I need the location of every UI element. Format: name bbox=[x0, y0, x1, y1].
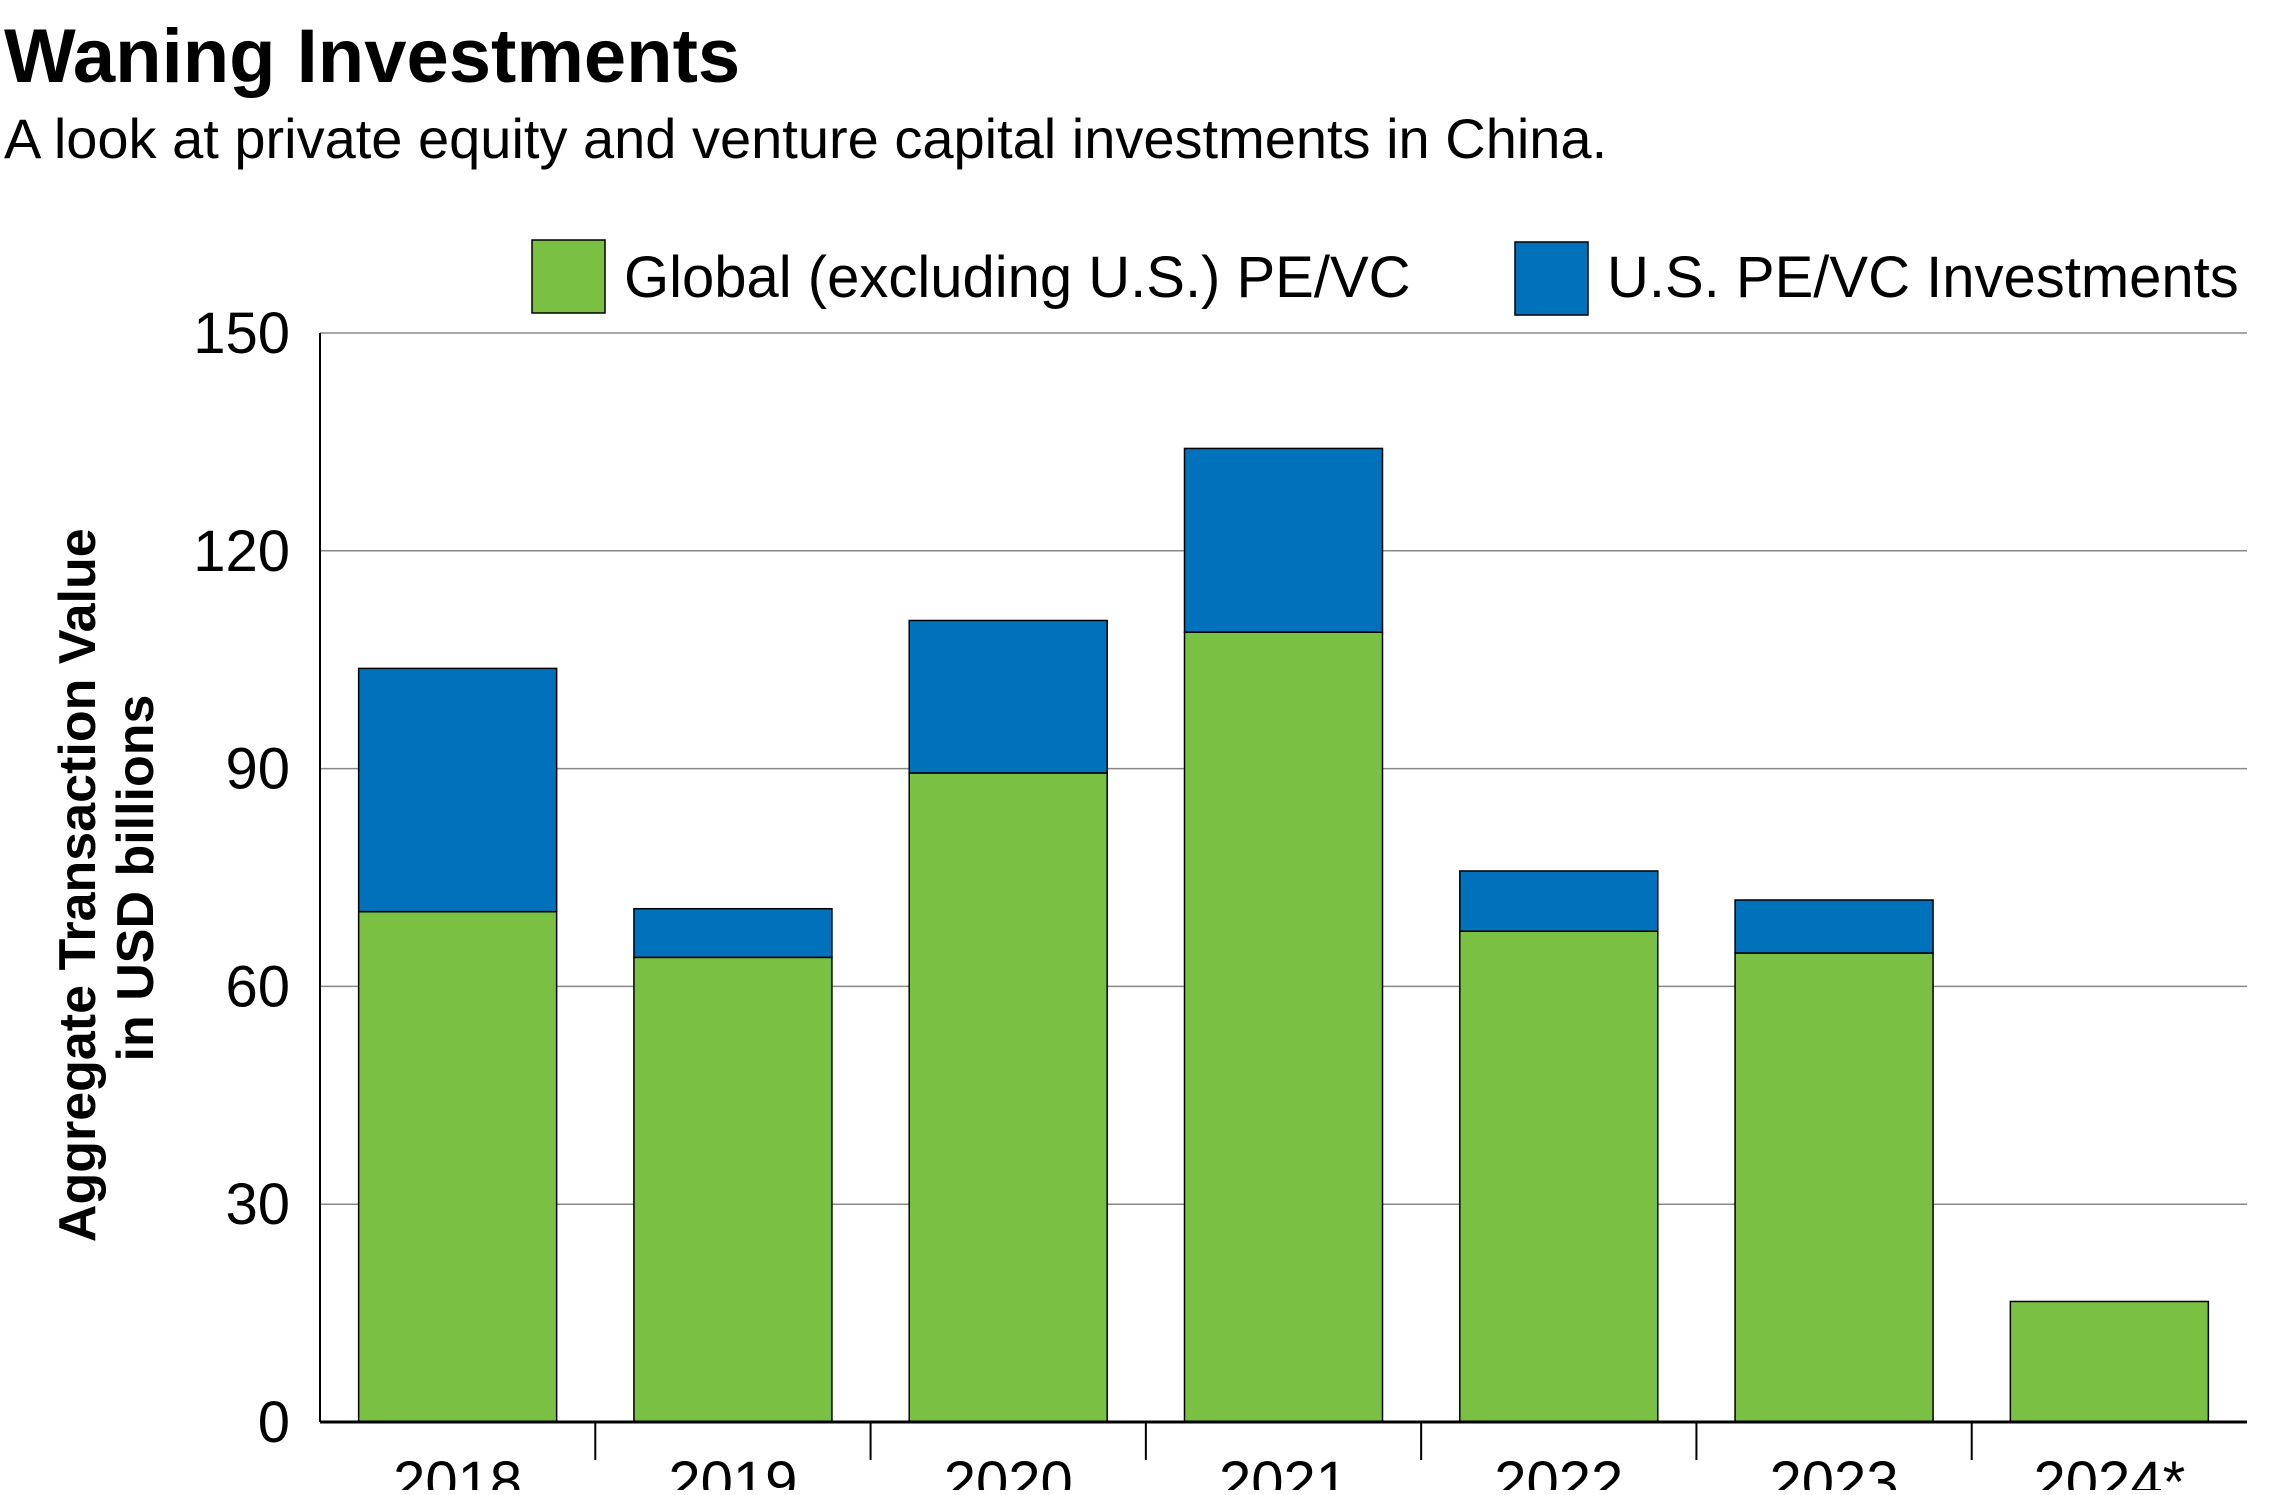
y-tick-label: 30 bbox=[225, 1172, 290, 1237]
y-axis-label-line-2: in USD billions bbox=[107, 695, 165, 1062]
x-tick-label: 2024* bbox=[2034, 1450, 2186, 1490]
bar-segment-us bbox=[357, 667, 558, 913]
x-tick-label: 2021 bbox=[1219, 1450, 1348, 1490]
x-tick-label: 2020 bbox=[944, 1450, 1073, 1490]
bar-segment-us bbox=[633, 907, 833, 959]
legend-swatch bbox=[1514, 241, 1589, 316]
bar-segment-us bbox=[1734, 899, 1934, 954]
x-tick-label: 2022 bbox=[1494, 1450, 1623, 1490]
y-tick-label: 150 bbox=[193, 301, 290, 366]
axes: 0 30 60 90 120 150 2018 2019 2020 2021 2022 2023 202… bbox=[193, 301, 2247, 1495]
bar-segment-us bbox=[908, 619, 1108, 774]
y-tick-label: 60 bbox=[225, 954, 290, 1019]
y-tick-label: 90 bbox=[225, 737, 290, 802]
chart-title: Waning Investments bbox=[4, 14, 740, 99]
bar-segment-global bbox=[633, 956, 833, 1423]
bar-segment-global bbox=[1734, 952, 1934, 1423]
bar-segment-us bbox=[1459, 870, 1659, 932]
bar-segment-global bbox=[908, 772, 1108, 1423]
bar-segment-global bbox=[1459, 930, 1659, 1423]
y-tick-label: 120 bbox=[193, 519, 290, 584]
bar-segment-global bbox=[1183, 631, 1384, 1423]
legend-label: U.S. PE/VC Investments bbox=[1607, 245, 2239, 310]
bars bbox=[357, 447, 2210, 1423]
chart-subtitle: A look at private equity and venture cap… bbox=[4, 107, 1607, 170]
bar-segment-global bbox=[2009, 1300, 2210, 1423]
x-tick-label: 2019 bbox=[668, 1450, 797, 1490]
legend: Global (excluding U.S.) PE/VC U.S. PE/VC … bbox=[531, 239, 2239, 316]
x-tick-label: 2018 bbox=[393, 1450, 522, 1490]
legend-label: Global (excluding U.S.) PE/VC bbox=[624, 245, 1411, 310]
bar-segment-us bbox=[1183, 447, 1384, 633]
y-axis-label-line-1: Aggregate Transaction Value bbox=[49, 528, 107, 1242]
x-tick-label: 2023 bbox=[1770, 1450, 1899, 1490]
legend-swatch bbox=[531, 239, 606, 314]
y-tick-label: 0 bbox=[258, 1390, 290, 1455]
y-axis-label: Aggregate Transaction Value in USD billi… bbox=[49, 514, 165, 1242]
bar-segment-global bbox=[357, 910, 558, 1423]
